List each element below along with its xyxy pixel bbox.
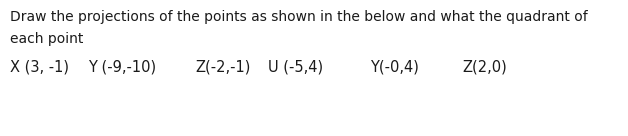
Text: Z(2,0): Z(2,0) [462, 60, 507, 75]
Text: Y(-0,4): Y(-0,4) [370, 60, 419, 75]
Text: Y (-9,-10): Y (-9,-10) [88, 60, 156, 75]
Text: Draw the projections of the points as shown in the below and what the quadrant o: Draw the projections of the points as sh… [10, 10, 588, 24]
Text: X (3, -1): X (3, -1) [10, 60, 69, 75]
Text: U (-5,4): U (-5,4) [268, 60, 323, 75]
Text: each point: each point [10, 32, 84, 46]
Text: Z(-2,-1): Z(-2,-1) [195, 60, 251, 75]
